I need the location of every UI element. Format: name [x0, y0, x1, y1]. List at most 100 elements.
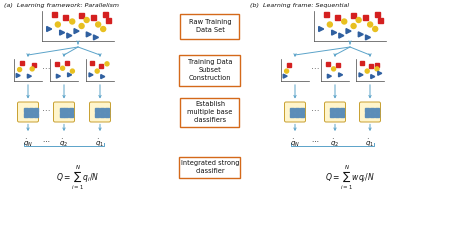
Text: Integrated strong
classifier: Integrated strong classifier: [181, 160, 239, 174]
Polygon shape: [27, 74, 31, 78]
Bar: [371, 113, 374, 116]
Bar: [360, 61, 364, 65]
Bar: [330, 113, 335, 116]
Polygon shape: [338, 73, 343, 77]
Bar: [24, 113, 27, 116]
Text: $\cdots$: $\cdots$: [311, 137, 319, 143]
Bar: [106, 18, 111, 23]
Polygon shape: [93, 35, 99, 40]
Bar: [330, 107, 335, 112]
Bar: [20, 62, 24, 65]
Bar: [55, 62, 59, 66]
Bar: [32, 62, 36, 66]
FancyBboxPatch shape: [180, 55, 240, 86]
Bar: [326, 62, 330, 66]
Text: ···: ···: [310, 107, 319, 116]
Polygon shape: [68, 73, 72, 77]
FancyBboxPatch shape: [181, 14, 239, 38]
Circle shape: [328, 22, 332, 27]
Circle shape: [373, 27, 378, 31]
Circle shape: [351, 24, 356, 28]
Bar: [91, 14, 96, 20]
Text: ···: ···: [42, 107, 50, 116]
Text: ···: ···: [310, 65, 319, 75]
Polygon shape: [319, 27, 324, 31]
Circle shape: [61, 66, 64, 70]
Polygon shape: [358, 32, 363, 37]
Circle shape: [105, 62, 109, 66]
Bar: [378, 18, 383, 23]
Bar: [301, 107, 304, 112]
Text: Establish
multiple base
classifiers: Establish multiple base classifiers: [187, 101, 233, 123]
FancyBboxPatch shape: [284, 102, 306, 122]
Bar: [90, 61, 93, 65]
Circle shape: [55, 22, 60, 27]
Circle shape: [71, 69, 74, 73]
Polygon shape: [332, 30, 337, 35]
Bar: [100, 107, 104, 112]
Polygon shape: [86, 32, 91, 37]
FancyBboxPatch shape: [90, 102, 110, 122]
Text: (b)  Learning frame: Sequential: (b) Learning frame: Sequential: [250, 3, 349, 8]
Text: $\dot{q}_2$: $\dot{q}_2$: [59, 137, 69, 149]
Bar: [365, 107, 370, 112]
FancyBboxPatch shape: [18, 102, 38, 122]
Bar: [287, 62, 292, 66]
Bar: [375, 62, 379, 66]
Polygon shape: [67, 33, 72, 38]
Bar: [375, 107, 380, 112]
FancyBboxPatch shape: [325, 102, 346, 122]
Text: $\dot{q}_2$: $\dot{q}_2$: [330, 137, 339, 149]
Polygon shape: [89, 73, 93, 77]
Text: $Q=\sum_{i=1}^{N}q_i/N$: $Q=\sum_{i=1}^{N}q_i/N$: [56, 163, 100, 192]
Bar: [340, 107, 345, 112]
Polygon shape: [56, 74, 60, 78]
Circle shape: [365, 69, 369, 73]
Bar: [64, 113, 69, 116]
FancyBboxPatch shape: [181, 97, 239, 127]
Bar: [64, 107, 69, 112]
Bar: [70, 113, 73, 116]
Polygon shape: [378, 71, 382, 75]
Circle shape: [96, 22, 100, 27]
Circle shape: [342, 19, 347, 24]
Bar: [375, 113, 380, 116]
Bar: [369, 64, 374, 68]
Circle shape: [79, 24, 84, 28]
Circle shape: [368, 22, 373, 27]
Circle shape: [70, 19, 75, 24]
Polygon shape: [60, 30, 64, 35]
Polygon shape: [328, 74, 331, 78]
Bar: [364, 14, 368, 20]
Bar: [100, 64, 103, 68]
Bar: [371, 107, 374, 112]
Circle shape: [332, 67, 336, 71]
FancyBboxPatch shape: [180, 157, 240, 178]
Polygon shape: [74, 29, 79, 34]
Bar: [60, 107, 64, 112]
Text: $\dot{q}_N$: $\dot{q}_N$: [23, 137, 33, 149]
Text: Raw Training
Data Set: Raw Training Data Set: [189, 19, 231, 33]
Bar: [53, 12, 57, 17]
Bar: [336, 107, 339, 112]
Bar: [65, 61, 69, 65]
Bar: [301, 113, 304, 116]
Polygon shape: [16, 73, 20, 78]
Bar: [291, 113, 294, 116]
FancyBboxPatch shape: [54, 102, 74, 122]
Text: (a)  Learning framework: Parallelism: (a) Learning framework: Parallelism: [4, 3, 119, 8]
Polygon shape: [359, 73, 363, 77]
Bar: [291, 107, 294, 112]
Polygon shape: [365, 35, 371, 40]
Bar: [351, 13, 356, 18]
Text: ···: ···: [42, 65, 50, 75]
Text: $\dot{q}_1$: $\dot{q}_1$: [365, 137, 374, 149]
Bar: [100, 113, 104, 116]
Bar: [79, 13, 84, 18]
Text: $\dot{q}_1$: $\dot{q}_1$: [95, 137, 105, 149]
Text: $\cdots$: $\cdots$: [42, 137, 50, 143]
Polygon shape: [47, 27, 52, 31]
Bar: [95, 113, 100, 116]
Bar: [106, 113, 109, 116]
Bar: [34, 113, 37, 116]
